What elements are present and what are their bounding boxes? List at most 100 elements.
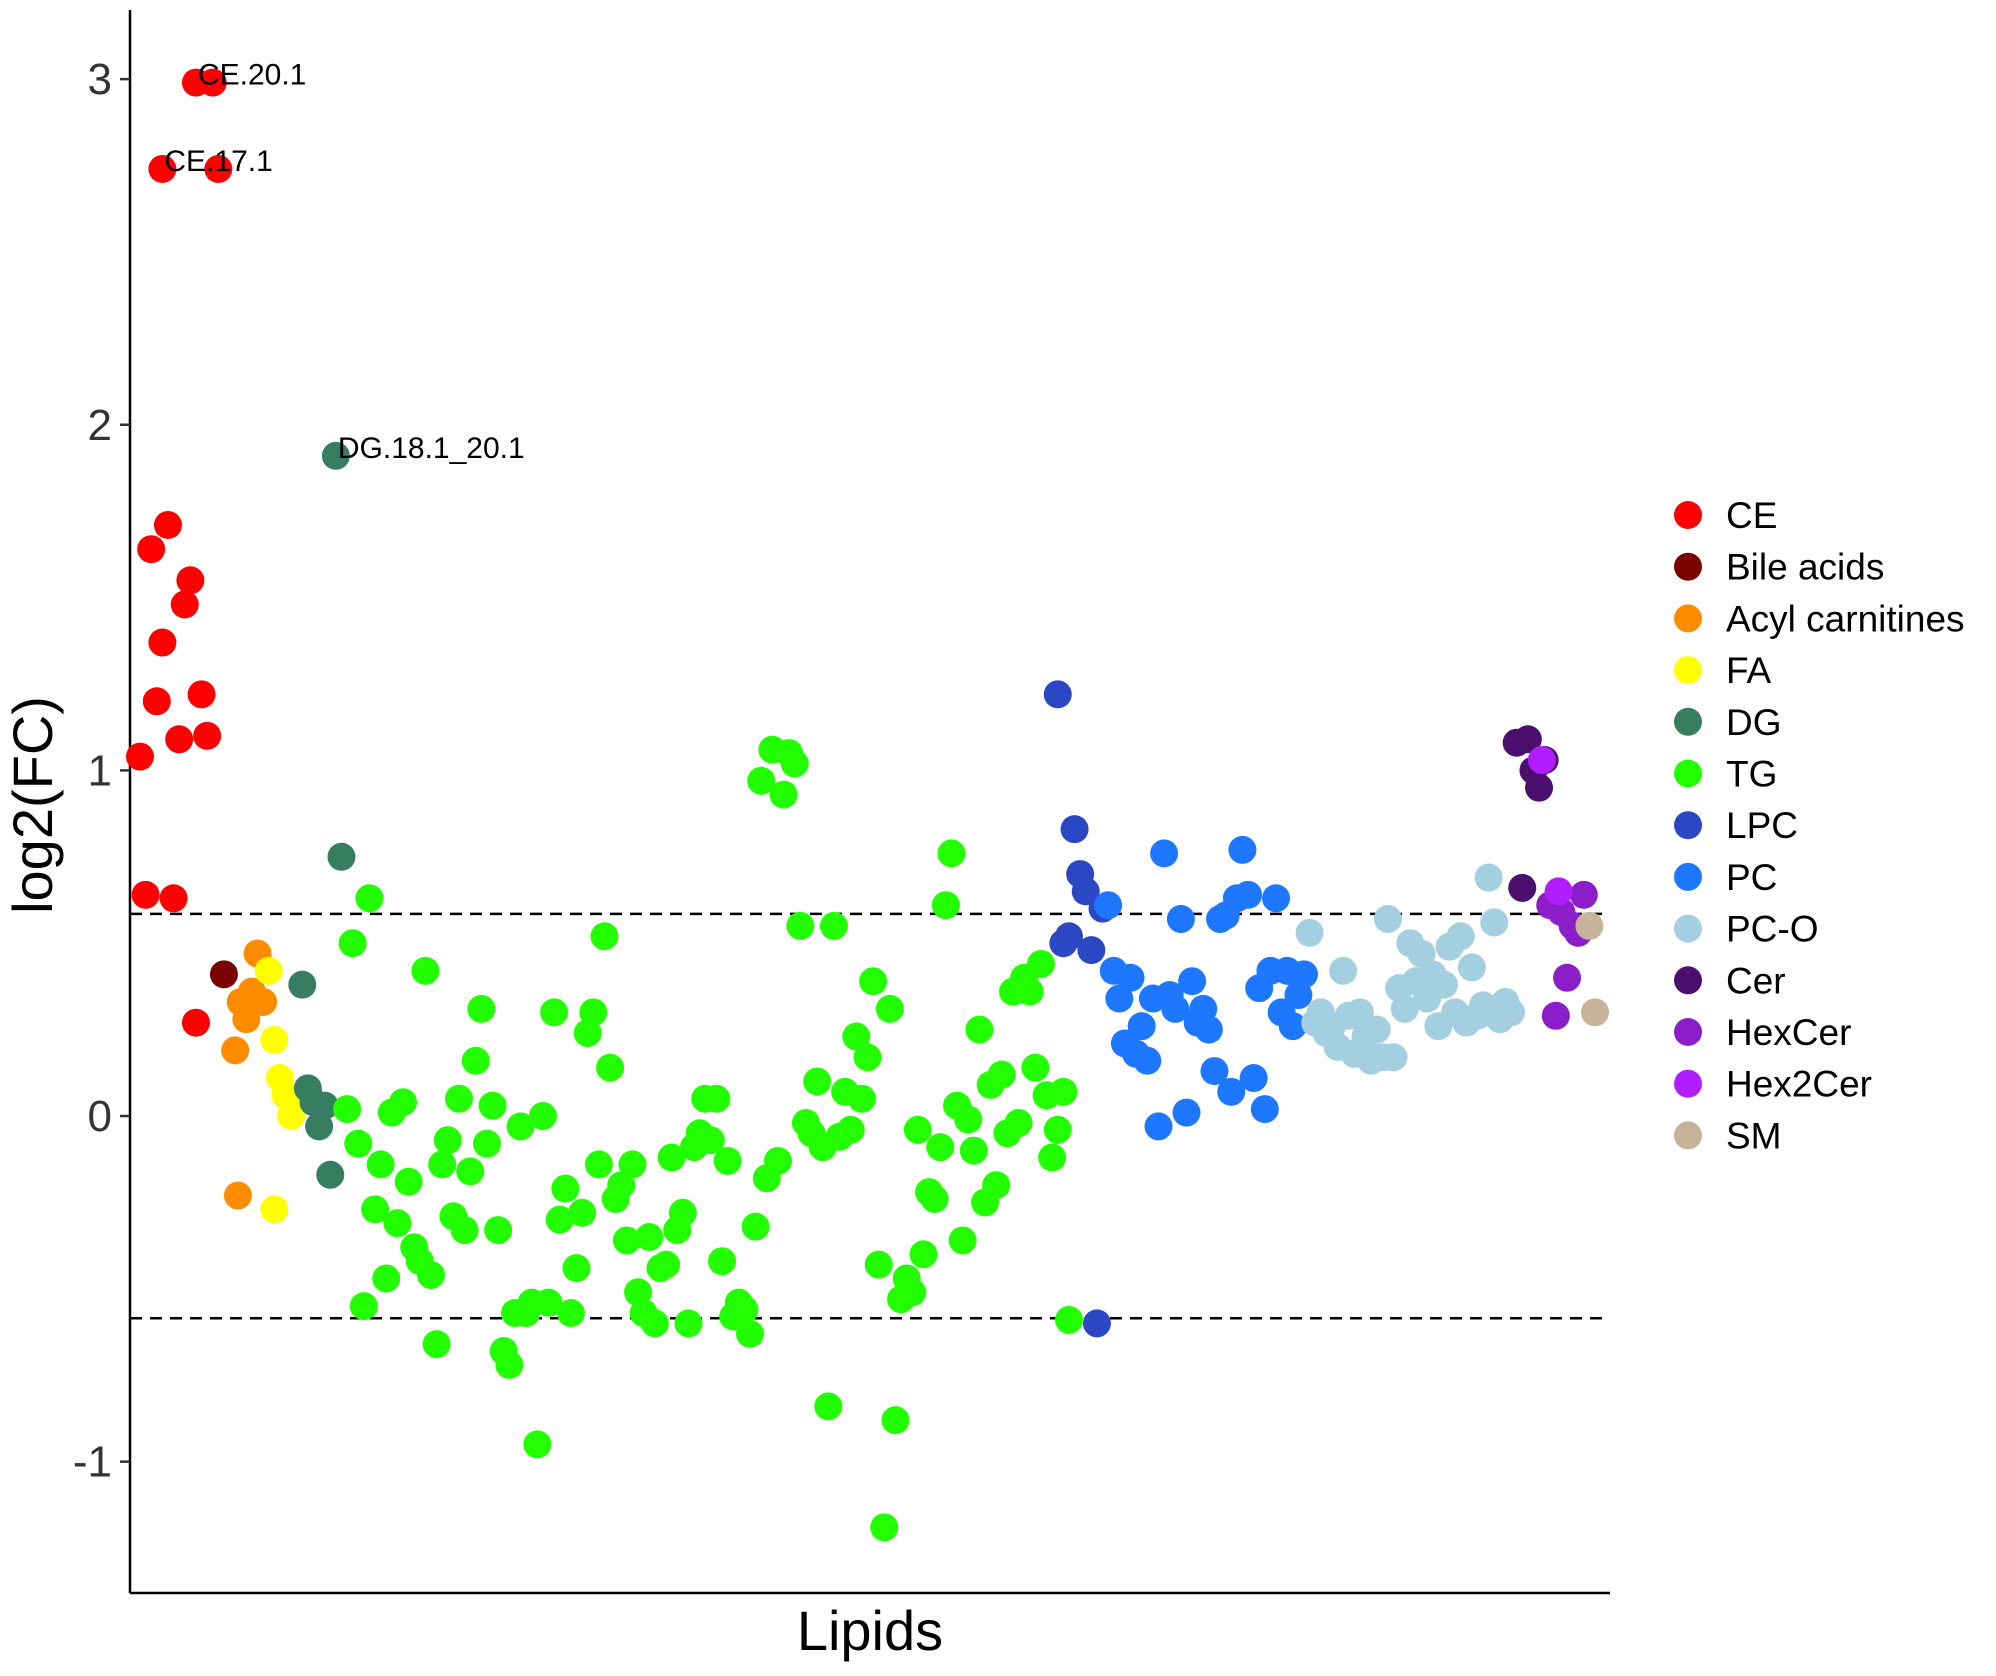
series-lpc xyxy=(1043,680,1117,1338)
data-point xyxy=(223,1181,252,1210)
data-point xyxy=(1429,970,1458,999)
legend-item: Hex2Cer xyxy=(1674,1064,1872,1105)
data-point xyxy=(1105,984,1134,1013)
data-point xyxy=(1004,1108,1033,1137)
data-point xyxy=(165,725,194,754)
data-point xyxy=(1217,1077,1246,1106)
data-point xyxy=(232,1005,261,1034)
legend-item: TG xyxy=(1674,754,1777,795)
data-point xyxy=(842,1022,871,1051)
data-point xyxy=(954,1105,983,1134)
data-point xyxy=(153,510,182,539)
data-point xyxy=(640,1309,669,1338)
data-point xyxy=(181,68,210,97)
data-point xyxy=(1379,1043,1408,1072)
legend-marker xyxy=(1674,1069,1702,1098)
data-point xyxy=(1172,1098,1201,1127)
data-point xyxy=(1144,1112,1173,1141)
data-point xyxy=(1116,963,1145,992)
legend-label: TG xyxy=(1726,754,1777,795)
data-point xyxy=(254,956,283,985)
data-point xyxy=(260,1195,289,1224)
data-point xyxy=(948,1226,977,1255)
data-point xyxy=(584,1150,613,1179)
data-point xyxy=(417,1261,445,1290)
data-point xyxy=(1581,998,1609,1027)
data-point xyxy=(1200,1057,1229,1086)
data-point xyxy=(859,967,888,996)
data-point xyxy=(344,1129,373,1158)
data-point xyxy=(159,884,188,913)
data-point xyxy=(1362,1015,1391,1044)
data-point xyxy=(819,911,848,940)
data-point xyxy=(333,1095,362,1124)
data-point xyxy=(148,154,177,183)
series-hex2cer xyxy=(1527,746,1573,906)
data-point xyxy=(1082,1309,1111,1338)
data-point xyxy=(1541,1001,1570,1030)
data-point xyxy=(1054,1305,1083,1334)
data-point xyxy=(450,1216,479,1245)
legend-label: Hex2Cer xyxy=(1726,1064,1872,1105)
data-point xyxy=(814,1392,843,1421)
data-point xyxy=(579,998,608,1027)
legend-label: LPC xyxy=(1726,805,1798,846)
data-point xyxy=(596,1053,625,1082)
data-point xyxy=(1329,956,1358,985)
data-point xyxy=(1278,1012,1307,1041)
data-point xyxy=(1127,1012,1156,1041)
legend-label: Acyl carnitines xyxy=(1726,598,1965,639)
y-tick-label: -1 xyxy=(73,1438,112,1487)
data-point xyxy=(612,1226,641,1255)
legend-label: Cer xyxy=(1726,960,1786,1001)
data-point xyxy=(170,590,199,619)
data-point xyxy=(1049,1077,1078,1106)
data-point xyxy=(1026,949,1055,978)
data-point xyxy=(1575,911,1604,940)
legend-item: PC-O xyxy=(1674,909,1819,950)
legend-label: SM xyxy=(1726,1115,1782,1156)
y-tick-label: 0 xyxy=(88,1092,112,1141)
data-point xyxy=(847,1084,876,1113)
data-point xyxy=(428,1150,457,1179)
data-point xyxy=(422,1330,451,1359)
data-point xyxy=(456,1157,485,1186)
data-point xyxy=(288,970,317,999)
data-point xyxy=(1166,905,1195,934)
legend-label: PC-O xyxy=(1726,909,1819,950)
legend-label: CE xyxy=(1726,495,1777,536)
data-point xyxy=(713,1146,742,1175)
data-point xyxy=(1250,1095,1279,1124)
legend: CE Bile acids Acyl carnitines FA DG TG LPC PC PC… xyxy=(1674,495,1965,1156)
legend-label: DG xyxy=(1726,702,1782,743)
data-point xyxy=(898,1278,927,1307)
data-point xyxy=(187,680,216,709)
data-point xyxy=(327,842,356,871)
legend-marker xyxy=(1674,759,1702,788)
data-point xyxy=(1553,963,1582,992)
series-bile-acids xyxy=(209,960,238,989)
data-point xyxy=(1373,905,1402,934)
data-point xyxy=(1043,1115,1072,1144)
legend-marker xyxy=(1674,1121,1702,1150)
legend-item: Cer xyxy=(1674,960,1786,1001)
data-point xyxy=(540,998,569,1027)
data-point xyxy=(735,1319,764,1348)
data-point xyxy=(394,1167,423,1196)
x-axis-title: Lipids xyxy=(797,1599,943,1662)
data-point xyxy=(204,154,233,183)
legend-label: FA xyxy=(1726,650,1772,691)
legend-item: HexCer xyxy=(1674,1012,1851,1053)
data-point xyxy=(321,441,350,470)
data-point xyxy=(1569,880,1598,909)
data-point xyxy=(478,1091,507,1120)
data-point xyxy=(181,1008,210,1037)
data-point xyxy=(1077,936,1106,965)
data-point xyxy=(926,1133,955,1162)
y-tick-label: 1 xyxy=(88,746,112,795)
series-sm xyxy=(1575,911,1609,1027)
data-point xyxy=(209,960,238,989)
legend-label: HexCer xyxy=(1726,1012,1851,1053)
data-point xyxy=(1234,880,1263,909)
